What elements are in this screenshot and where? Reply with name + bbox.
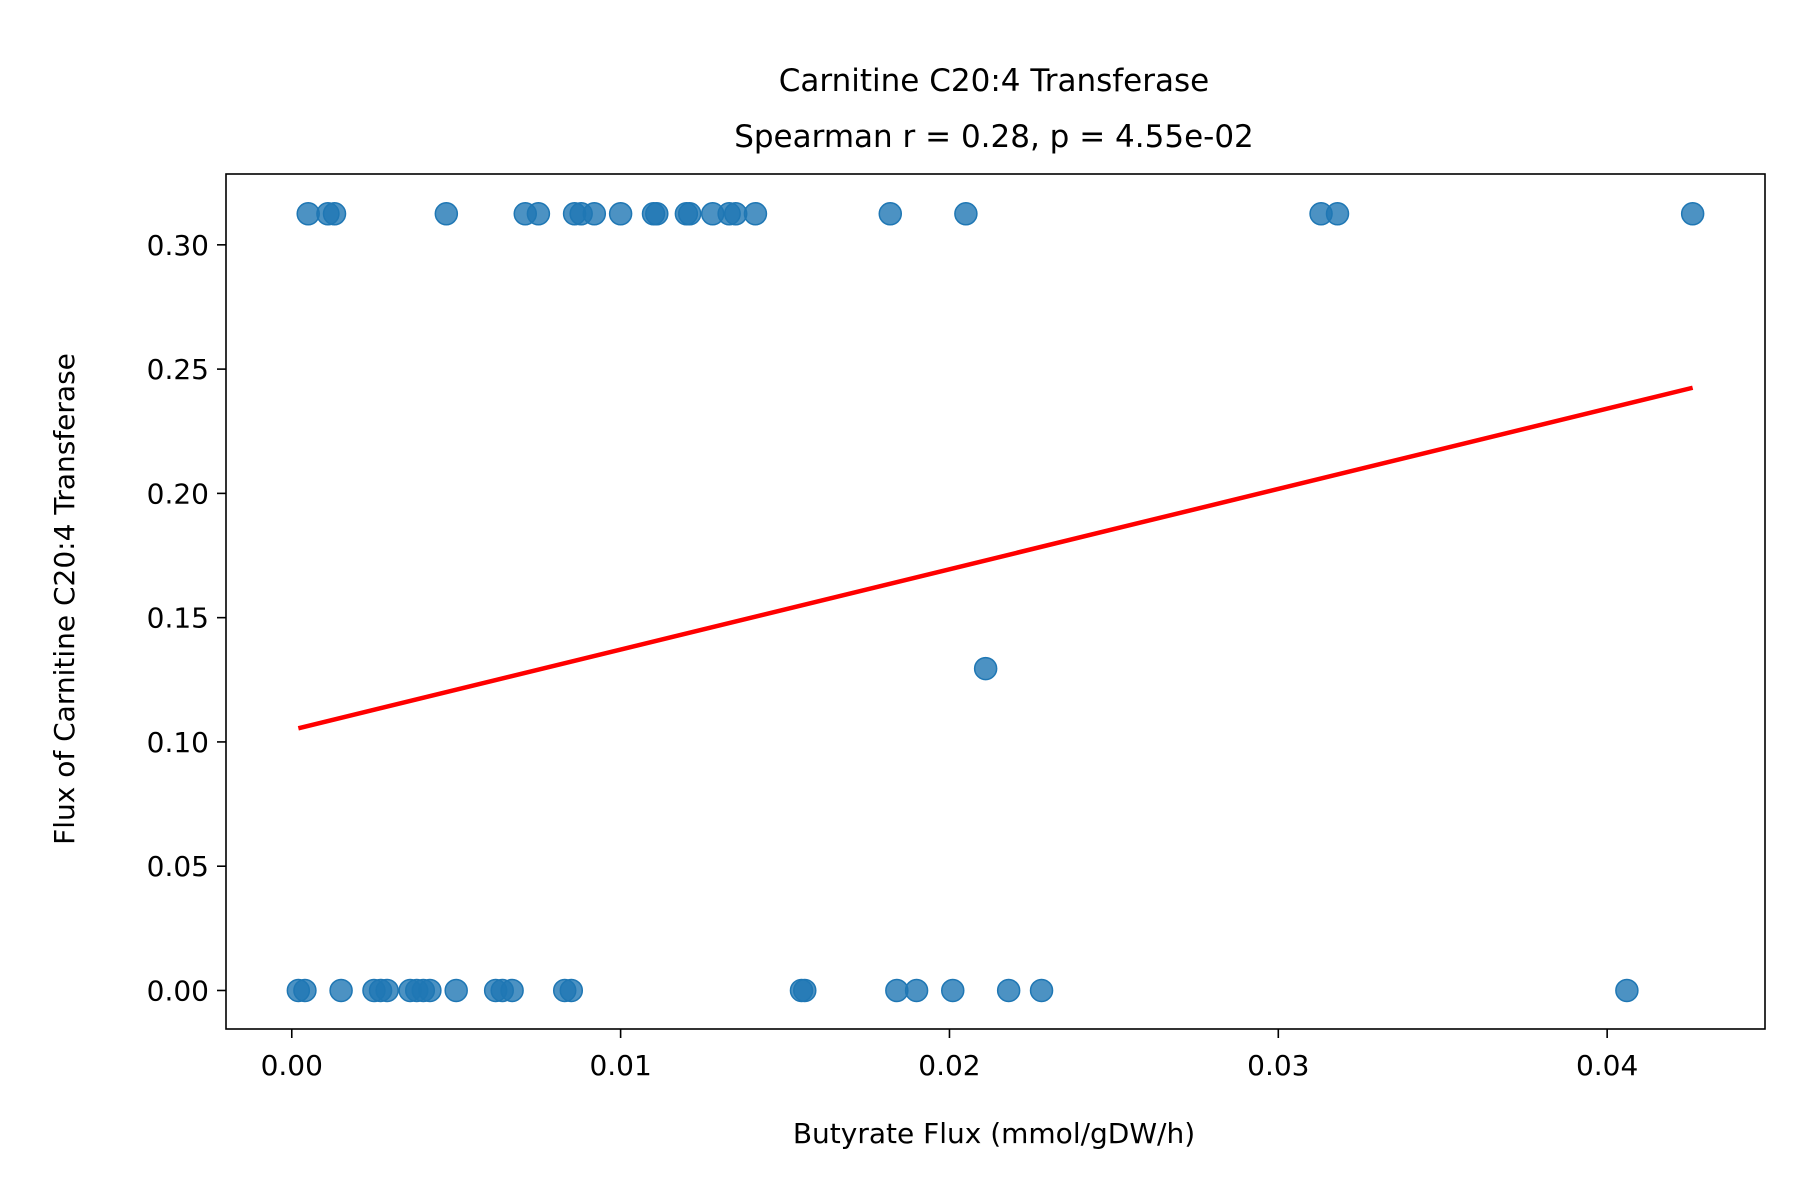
x-tick-label: 0.04 [1576, 1049, 1638, 1082]
trend-line [297, 385, 1694, 731]
data-point [375, 978, 399, 1003]
y-tick-label: 0.25 [147, 353, 209, 386]
data-point [973, 656, 998, 681]
x-tick-label: 0.02 [918, 1049, 980, 1082]
data-points [286, 202, 1705, 1003]
y-tick-label: 0.20 [147, 477, 209, 510]
data-point [743, 202, 768, 226]
data-point [582, 202, 607, 226]
x-axis-ticks: 0.00 0.01 0.02 0.03 0.04 [261, 1029, 1638, 1082]
data-point [885, 978, 909, 1003]
y-tick-label: 0.00 [147, 974, 209, 1007]
data-point [434, 202, 459, 226]
data-point [500, 978, 524, 1003]
data-point [444, 978, 468, 1003]
x-tick-label: 0.03 [1247, 1049, 1309, 1082]
data-point [322, 202, 347, 226]
data-point [526, 202, 551, 226]
data-point [559, 978, 584, 1003]
chart-subtitle: Spearman r = 0.28, p = 4.55e-02 [734, 119, 1254, 155]
data-point [723, 202, 748, 226]
data-point [941, 978, 965, 1003]
y-tick-label: 0.10 [147, 726, 209, 759]
data-point [1029, 978, 1054, 1003]
y-axis-label: Flux of Carnitine C20:4 Transferase [48, 353, 81, 845]
x-axis-label: Butyrate Flux (mmol/gDW/h) [793, 1117, 1195, 1150]
x-tick-label: 0.01 [589, 1049, 651, 1082]
chart-title: Carnitine C20:4 Transferase [779, 63, 1209, 99]
plot-area [225, 173, 1766, 1030]
data-point [296, 202, 320, 226]
y-tick-label: 0.05 [147, 850, 209, 883]
data-point [1680, 202, 1705, 226]
y-tick-label: 0.15 [147, 602, 209, 635]
data-point [793, 978, 817, 1003]
data-point [954, 202, 978, 226]
x-tick-label: 0.00 [261, 1049, 323, 1082]
data-point [418, 978, 442, 1003]
data-point [996, 978, 1021, 1003]
data-point [645, 202, 669, 226]
data-point [293, 978, 317, 1003]
data-point [608, 202, 633, 226]
data-point [677, 202, 702, 226]
data-point [329, 978, 353, 1003]
data-point [1325, 202, 1350, 226]
y-axis-ticks: 0.00 0.05 0.10 0.15 0.20 0.25 0.30 [147, 229, 226, 1007]
y-tick-label: 0.30 [147, 229, 209, 262]
data-point [904, 978, 929, 1003]
data-point [878, 202, 903, 226]
data-point [1615, 978, 1639, 1003]
